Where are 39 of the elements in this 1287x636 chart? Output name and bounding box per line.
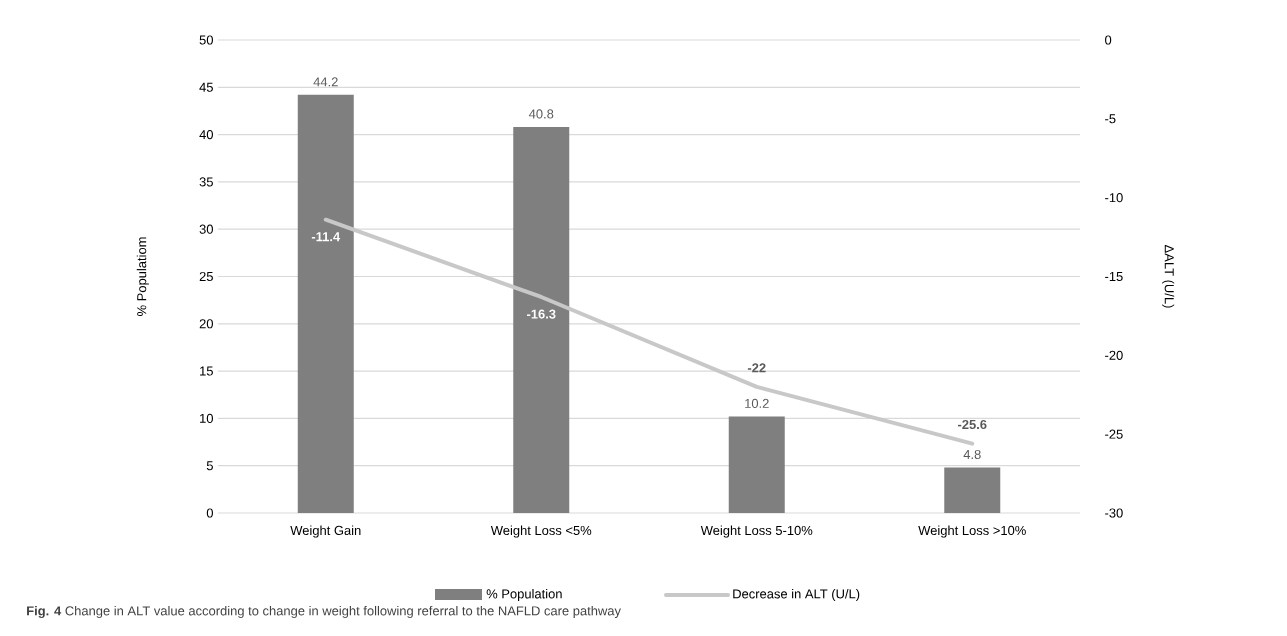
y2-tick-label: -10 xyxy=(1105,193,1123,203)
bar xyxy=(513,127,570,513)
x-tick-label: Weight Loss >10% xyxy=(918,525,1026,538)
y-tick-label: 10 xyxy=(200,413,213,423)
bar xyxy=(728,416,785,513)
text: Fig. 4 Change in ALT value according to change in weight following referral to the NAFLD care pathway xyxy=(27,605,621,619)
y-tick-label: 50 xyxy=(199,35,213,45)
data-label: -16.3 xyxy=(527,309,556,319)
y2-tick-label: -5 xyxy=(1105,114,1116,124)
y2-tick-label: -25 xyxy=(1105,429,1123,439)
y-tick-label: 45 xyxy=(199,82,213,92)
y2-axis-title: ΔALT (U/L) xyxy=(1162,244,1175,308)
data-label: -22 xyxy=(747,363,766,373)
data-label: 10.2 xyxy=(745,398,769,408)
y-axis-title: % Populatiom xyxy=(136,237,149,316)
data-label: -25.6 xyxy=(958,419,987,430)
x-tick-label: Weight Loss 5-10% xyxy=(700,525,813,538)
y2-tick-label: -15 xyxy=(1105,271,1123,281)
bar xyxy=(944,467,1001,513)
y-tick-label: 20 xyxy=(199,319,213,329)
data-label: -11.4 xyxy=(311,232,341,242)
y2-tick-label: -30 xyxy=(1105,508,1123,518)
y2-tick-label: -20 xyxy=(1105,350,1123,360)
y-tick-label: 30 xyxy=(199,224,213,234)
bar xyxy=(297,94,354,513)
y-tick-label: 5 xyxy=(206,461,213,471)
y2-tick-label: 0 xyxy=(1105,35,1112,45)
y-tick-label: 35 xyxy=(199,177,213,187)
legend-label: % Population xyxy=(486,588,562,602)
y-tick-label: 40 xyxy=(199,130,213,140)
legend-label: Decrease in ALT (U/L) xyxy=(733,588,860,602)
data-label: 40.8 xyxy=(528,109,554,119)
y-tick-label: 0 xyxy=(206,508,213,518)
x-tick-label: Weight Gain xyxy=(290,525,361,538)
data-label: 44.2 xyxy=(313,77,338,87)
y-tick-label: 25 xyxy=(199,271,213,282)
data-label: 4.8 xyxy=(963,449,981,460)
y-tick-label: 15 xyxy=(200,366,213,376)
x-tick-label: Weight Loss <5% xyxy=(490,525,592,538)
